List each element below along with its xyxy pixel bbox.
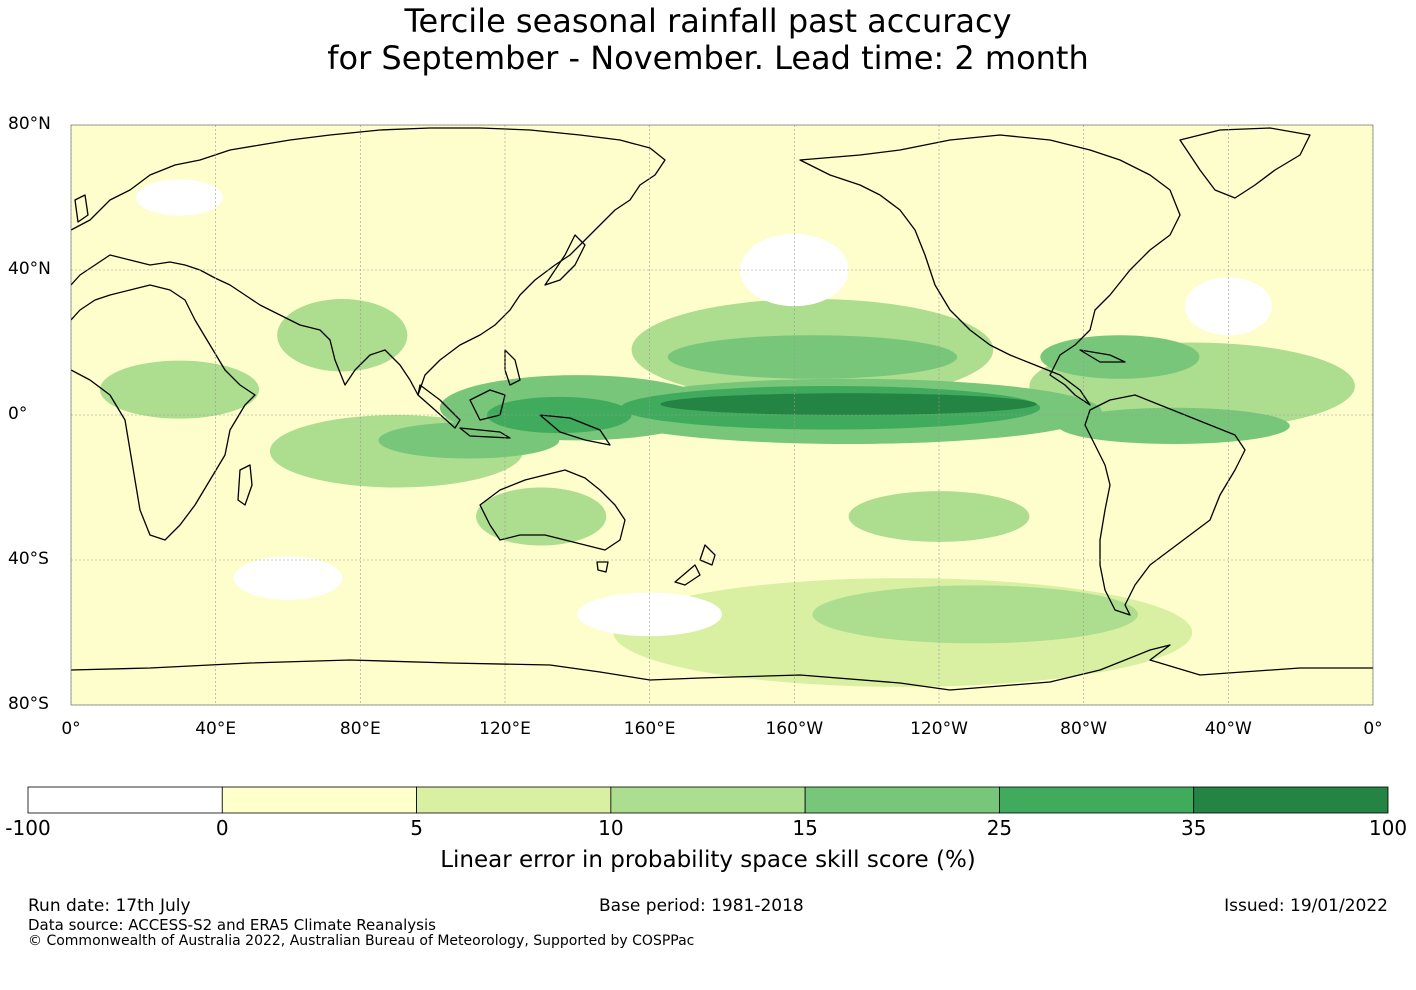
colorbar-tick-label: 25 (986, 816, 1013, 840)
issued-date: Issued: 19/01/2022 (1224, 896, 1388, 916)
coastline-australia (479, 469, 626, 551)
lon-tick-label: 0° (1363, 719, 1383, 739)
skill-region-13 (1040, 335, 1200, 379)
colorbar-segment-2 (416, 786, 612, 814)
colorbar-segment-4 (804, 786, 1000, 814)
coastline-borneo (469, 389, 506, 421)
skill-region-22 (136, 179, 223, 216)
lat-tick-label: 0° (8, 404, 28, 424)
skill-score-layer (99, 179, 1355, 687)
skill-region-14 (378, 422, 560, 459)
coastline-tasmania (596, 561, 609, 573)
coastline-british-isles (74, 194, 89, 223)
colorbar-segment-0 (27, 786, 223, 814)
coastline-java (459, 427, 511, 439)
colorbar-tick-label: -100 (5, 816, 51, 840)
colorbar-segment-6 (1193, 786, 1389, 814)
colorbar-tick-label: 100 (1368, 816, 1408, 840)
colorbar-tick-label: 15 (792, 816, 818, 840)
colorbar-tick-label: 0 (215, 816, 229, 840)
skill-region-7 (848, 491, 1030, 542)
coastline-japan (544, 234, 586, 286)
skill-region-17 (660, 393, 1037, 415)
copyright: © Commonwealth of Australia 2022, Austra… (28, 933, 695, 949)
lon-tick-label: 160°W (765, 719, 824, 739)
map-title-line-1: Tercile seasonal rainfall past accuracy (404, 2, 1012, 40)
lon-tick-label: 120°E (479, 719, 531, 739)
colorbar-title: Linear error in probability space skill … (440, 847, 976, 873)
run-date: Run date: 17th July (28, 896, 191, 916)
skill-region-20 (233, 556, 343, 600)
coastline-madagascar (237, 464, 253, 506)
coastline-greenland (1179, 127, 1311, 199)
colorbar-segment-1 (221, 786, 417, 814)
coastline-layer (71, 127, 1373, 691)
data-source: Data source: ACCESS-S2 and ERA5 Climate … (28, 916, 436, 934)
coastline-sumatra (417, 384, 461, 429)
skill-region-8 (812, 585, 1138, 644)
skill-region-11 (667, 335, 958, 379)
lon-tick-label: 0° (61, 719, 81, 739)
map-frame (70, 124, 1374, 706)
coastline-north-america (799, 134, 1181, 406)
lon-tick-label: 40°W (1204, 719, 1252, 739)
lat-tick-label: 80°N (8, 114, 51, 134)
lon-tick-label: 80°W (1060, 719, 1108, 739)
coastline-new-guinea (539, 414, 611, 446)
coastline-south-america (1084, 394, 1246, 616)
map-title-line-2: for September - November. Lead time: 2 m… (327, 39, 1089, 77)
gridlines (71, 125, 1373, 705)
lat-tick-label: 40°N (8, 259, 51, 279)
colorbar-tick-label: 5 (410, 816, 423, 840)
coastline-antarctica (71, 644, 1373, 691)
colorbar-tick-label: 10 (598, 816, 624, 840)
lon-tick-label: 120°W (910, 719, 968, 739)
colorbar-segment-5 (999, 786, 1195, 814)
colorbar (27, 786, 1389, 814)
skill-region-4 (277, 299, 408, 372)
lon-tick-label: 40°E (195, 719, 237, 739)
lat-tick-label: 40°S (8, 549, 49, 569)
lat-tick-label: 80°S (8, 694, 49, 714)
lon-tick-label: 160°E (623, 719, 676, 739)
coastline-eurasia (71, 127, 666, 396)
colorbar-tick-label: 35 (1180, 816, 1207, 840)
base-period: Base period: 1981-2018 (599, 896, 804, 916)
coastline-new-zealand (674, 544, 716, 586)
coastline-africa (71, 284, 256, 541)
coastline-cuba (1079, 349, 1126, 363)
skill-region-6 (476, 487, 607, 546)
skill-region-12 (1058, 407, 1290, 444)
colorbar-segment-3 (610, 786, 806, 814)
lon-tick-label: 80°E (339, 719, 381, 739)
skill-region-5 (99, 360, 260, 419)
